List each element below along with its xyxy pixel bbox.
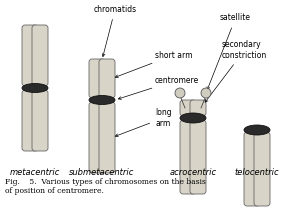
Ellipse shape <box>175 88 185 98</box>
FancyBboxPatch shape <box>99 59 115 98</box>
FancyBboxPatch shape <box>22 90 38 151</box>
Text: submetacentric: submetacentric <box>69 168 135 177</box>
FancyBboxPatch shape <box>32 90 48 151</box>
FancyBboxPatch shape <box>99 102 115 173</box>
Text: of position of centromere.: of position of centromere. <box>5 187 104 195</box>
Text: centromere: centromere <box>118 75 199 99</box>
Ellipse shape <box>244 125 270 135</box>
FancyBboxPatch shape <box>190 100 206 116</box>
Text: telocentric: telocentric <box>235 168 279 177</box>
Text: satellite: satellite <box>207 14 251 90</box>
FancyBboxPatch shape <box>89 102 105 173</box>
Ellipse shape <box>180 113 206 123</box>
Text: acrocentric: acrocentric <box>169 168 217 177</box>
Ellipse shape <box>22 83 48 93</box>
Text: chromatids: chromatids <box>93 5 137 57</box>
FancyBboxPatch shape <box>89 59 105 98</box>
Ellipse shape <box>89 95 115 105</box>
Text: secondary
constriction: secondary constriction <box>205 40 267 102</box>
Text: long
arm: long arm <box>115 108 172 137</box>
Text: Fig.    5.  Various types of chromosomes on the basis: Fig. 5. Various types of chromosomes on … <box>5 178 206 186</box>
FancyBboxPatch shape <box>22 25 38 86</box>
Text: metacentric: metacentric <box>10 168 60 177</box>
FancyBboxPatch shape <box>180 100 196 116</box>
Text: short arm: short arm <box>115 50 193 77</box>
FancyBboxPatch shape <box>32 25 48 86</box>
FancyBboxPatch shape <box>190 120 206 194</box>
FancyBboxPatch shape <box>244 132 260 206</box>
FancyBboxPatch shape <box>254 132 270 206</box>
FancyBboxPatch shape <box>180 120 196 194</box>
Ellipse shape <box>201 88 211 98</box>
